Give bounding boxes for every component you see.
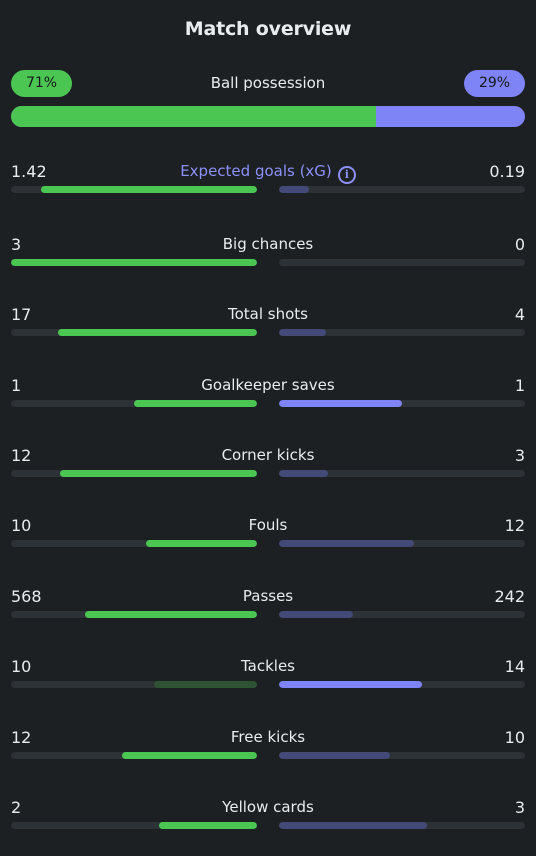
- stat-label: Goalkeeper saves: [11, 376, 525, 394]
- stat-label-text: Corner kicks: [221, 446, 315, 464]
- stat-label-text: Fouls: [248, 516, 288, 534]
- stat-row: 2 Yellow cards 3: [11, 798, 525, 838]
- away-value: 14: [504, 657, 525, 676]
- ball-possession: 71% Ball possession 29%: [11, 70, 525, 128]
- stat-row: 1 Goalkeeper saves 1: [11, 376, 525, 416]
- home-bar-fill: [40, 186, 257, 193]
- stat-label: Yellow cards: [11, 798, 525, 816]
- home-bar-fill: [158, 822, 257, 829]
- away-bar-track: [279, 186, 525, 193]
- stat-label[interactable]: Expected goals (xG) i: [11, 162, 525, 184]
- away-bar-fill: [279, 329, 326, 336]
- info-icon[interactable]: i: [337, 166, 356, 184]
- stat-label: Free kicks: [11, 728, 525, 746]
- home-bar-fill: [11, 259, 257, 266]
- home-bar-track: [11, 611, 257, 618]
- away-bar-track: [279, 681, 525, 688]
- away-bar-track: [279, 259, 525, 266]
- stat-label-text: Goalkeeper saves: [201, 376, 335, 394]
- page-title: Match overview: [184, 18, 352, 40]
- home-possession-fill: [11, 106, 376, 127]
- away-bar-track: [279, 470, 525, 477]
- home-value: 1: [11, 376, 22, 395]
- stat-row: 10 Tackles 14: [11, 657, 525, 697]
- away-bar-fill: [279, 400, 402, 407]
- stat-label-text: Big chances: [222, 235, 314, 253]
- home-bar-fill: [84, 611, 257, 618]
- home-value: 12: [11, 728, 32, 747]
- home-value: 3: [11, 235, 22, 254]
- away-value: 10: [504, 728, 525, 747]
- stat-row: 3 Big chances 0: [11, 235, 525, 275]
- stat-label-text: Free kicks: [230, 728, 306, 746]
- possession-label: Ball possession: [210, 74, 326, 92]
- home-bar-track: [11, 681, 257, 688]
- possession-bar: [11, 106, 525, 127]
- home-value: 10: [11, 657, 32, 676]
- away-bar-fill: [279, 540, 415, 547]
- stat-label-text: Total shots: [228, 305, 308, 323]
- away-value: 4: [514, 305, 525, 324]
- home-bar-fill: [153, 681, 257, 688]
- away-bar-track: [279, 822, 525, 829]
- home-bar-fill: [121, 752, 257, 759]
- home-bar-fill: [60, 470, 257, 477]
- away-bar-fill: [279, 681, 422, 688]
- away-bar-fill: [279, 186, 309, 193]
- away-bar-fill: [279, 752, 390, 759]
- stat-row: 10 Fouls 12: [11, 516, 525, 556]
- stat-label-text: Passes: [242, 587, 294, 605]
- home-bar-track: [11, 400, 257, 407]
- away-value: 3: [514, 798, 525, 817]
- home-bar-track: [11, 186, 257, 193]
- home-possession-badge: 71%: [11, 70, 72, 97]
- away-value: 1: [514, 376, 525, 395]
- home-bar-track: [11, 329, 257, 336]
- home-bar-track: [11, 752, 257, 759]
- away-value: 0.19: [489, 162, 525, 181]
- home-value: 568: [11, 587, 42, 606]
- home-bar-track: [11, 259, 257, 266]
- home-value: 2: [11, 798, 22, 817]
- stat-row: 1.42 Expected goals (xG) i 0.19: [11, 162, 525, 202]
- away-value: 0: [514, 235, 525, 254]
- away-value: 3: [514, 446, 525, 465]
- stat-row: 12 Corner kicks 3: [11, 446, 525, 486]
- home-bar-fill: [57, 329, 257, 336]
- away-value: 12: [504, 516, 525, 535]
- home-bar-track: [11, 540, 257, 547]
- stat-label: Corner kicks: [11, 446, 525, 464]
- away-bar-fill: [279, 470, 329, 477]
- stat-label-text: Yellow cards: [222, 798, 314, 816]
- stat-label: Big chances: [11, 235, 525, 253]
- stat-label: Tackles: [11, 657, 525, 675]
- stat-row: 568 Passes 242: [11, 587, 525, 627]
- home-value: 1.42: [11, 162, 47, 181]
- home-value: 10: [11, 516, 32, 535]
- away-value: 242: [494, 587, 525, 606]
- stat-label: Fouls: [11, 516, 525, 534]
- home-bar-track: [11, 470, 257, 477]
- away-possession-badge: 29%: [464, 70, 525, 97]
- home-bar-fill: [134, 400, 257, 407]
- away-bar-track: [279, 611, 525, 618]
- stat-label: Total shots: [11, 305, 525, 323]
- away-bar-track: [279, 329, 525, 336]
- away-bar-track: [279, 540, 525, 547]
- stat-row: 12 Free kicks 10: [11, 728, 525, 768]
- home-bar-fill: [146, 540, 257, 547]
- stat-label-text: Tackles: [240, 657, 296, 675]
- home-value: 17: [11, 305, 32, 324]
- away-bar-track: [279, 400, 525, 407]
- stat-label: Passes: [11, 587, 525, 605]
- home-value: 12: [11, 446, 32, 465]
- stat-label-text: Expected goals (xG): [180, 162, 332, 180]
- home-bar-track: [11, 822, 257, 829]
- away-bar-fill: [279, 611, 353, 618]
- stat-row: 17 Total shots 4: [11, 305, 525, 345]
- away-bar-track: [279, 752, 525, 759]
- away-bar-fill: [279, 822, 427, 829]
